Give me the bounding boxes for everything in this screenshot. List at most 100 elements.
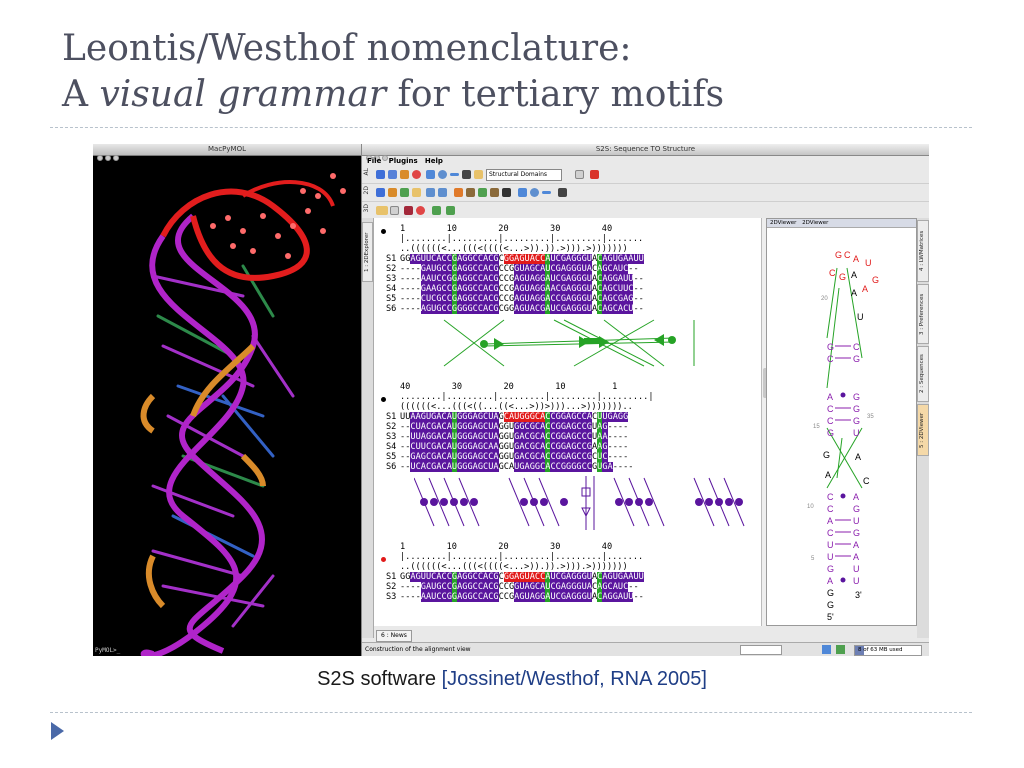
tool-box-icon[interactable] [466,188,475,197]
zoom-in-icon[interactable] [438,170,447,179]
svg-text:A: A [853,540,859,550]
gear-icon[interactable] [478,188,487,197]
tool-box2-icon[interactable] [490,188,499,197]
tool-brush-icon[interactable] [388,188,397,197]
add-icon[interactable] [426,170,435,179]
refresh-icon[interactable] [438,188,447,197]
block-bullet-active [381,557,386,562]
move-icon[interactable] [822,645,831,654]
svg-text:G: G [827,588,834,598]
menu-help[interactable]: Help [424,157,443,165]
remove-icon[interactable] [450,173,459,176]
sequence-string: ----GAUGCCGAGGCCACGCCGGUAGCAUCGAGGGUACAG… [400,582,639,592]
tool-brush-icon[interactable] [400,170,409,179]
caption-reference: [Jossinet/Westhof, RNA 2005] [441,668,707,690]
tab-2dviewer[interactable]: 5 : 2DViewer [917,404,929,456]
tool-folder-icon[interactable] [474,170,483,179]
chevron-down-icon[interactable] [390,206,399,215]
tab-2dexplorer[interactable]: 1 : 2DExplorer [362,222,373,282]
svg-text:G: G [853,416,860,426]
sequence-string: --CUACGACAUGGGAGCUAGGUGGCGCACCGGAGCCGUAG… [400,422,629,432]
pymol-window[interactable]: MacPyMOL [93,144,361,656]
svg-text:U: U [853,516,860,526]
chevron-down-icon[interactable] [575,170,584,179]
link-icon[interactable] [836,645,845,654]
close-icon[interactable] [366,155,372,161]
tool-dots-icon[interactable] [502,188,511,197]
next-slide-icon[interactable] [51,722,64,740]
link2-icon[interactable] [446,206,455,215]
s2s-titlebar[interactable]: S2S: Sequence TO Structure [362,144,929,161]
svg-text:A: A [851,270,857,280]
menu-file[interactable]: File [367,157,382,165]
ruler-numbers: 40 30 20 10 1 [400,382,618,392]
svg-text:G: G [823,450,830,460]
sequence-label: S6 [386,462,397,472]
svg-text:U: U [857,312,864,322]
stop-icon[interactable] [416,206,425,215]
minimize-icon[interactable] [374,155,380,161]
tool-a2-icon[interactable] [388,170,397,179]
plugin-icon[interactable] [590,170,599,179]
position-label: 10 [807,504,814,510]
toolbar-3d-label: 3D [363,204,370,213]
window-controls[interactable] [366,146,390,165]
link-icon[interactable] [432,206,441,215]
tool-a-icon[interactable] [376,170,385,179]
svg-text:G: G [827,428,834,438]
memory-meter[interactable]: 8 of 63 MB used [854,645,922,656]
tool-select-icon[interactable] [376,206,388,215]
move-icon[interactable] [376,188,385,197]
tool-pen-icon[interactable] [404,206,413,215]
add-icon[interactable] [518,188,527,197]
title-italic-phrase: visual grammar [99,74,387,115]
pymol-titlebar[interactable]: MacPyMOL [93,144,361,161]
viewer-tab[interactable]: 2DViewer [770,220,797,226]
tertiary-interaction-diagram [443,319,695,367]
sequence-string: GGAGUUCACCGAGGCCACGCGGAGUACCAUCGAGGGUACA… [400,254,644,264]
zoom-icon[interactable] [382,155,388,161]
alignment-view[interactable]: 1 10 20 30 40 |........|.........|......… [374,218,762,626]
minimize-icon[interactable] [105,155,111,161]
camera-icon[interactable] [558,188,567,197]
sequence-label: S2 [386,422,397,432]
stop-icon[interactable] [412,170,421,179]
tab-sequences[interactable]: 2 : Sequences [917,346,929,402]
camera-icon[interactable] [462,170,471,179]
sequence-string: ----AGUGCCGGGGCCACGCGGAGUACGAUCGAGGGUACA… [400,304,644,314]
sequence-string: GGAGUUCACCGAGGCCACGCGGAGUACCAUCGAGGGUACA… [400,572,644,582]
structural-domains-select[interactable]: Structural Domains [486,169,563,181]
tab-preferences[interactable]: 3 : Preferences [917,284,929,344]
title-line-1: Leontis/Westhof nomenclature: [62,28,632,69]
remove-icon[interactable] [542,191,551,194]
sequence-label: S3 [386,274,397,284]
sequence-label: S3 [386,432,397,442]
sun-icon[interactable] [454,188,463,197]
zoom-icon[interactable] [113,155,119,161]
block-bullet [381,229,386,234]
rna-3d-structure-view[interactable] [93,156,361,656]
svg-text:G: G [827,564,834,574]
title-line-2-start: A [62,74,100,115]
rotate-icon[interactable] [400,188,409,197]
menu-plugins[interactable]: Plugins [388,157,418,165]
zoom-in-icon[interactable] [530,188,539,197]
memory-fill [855,646,864,655]
viewer-tab[interactable]: 2DViewer [802,220,829,226]
pymol-prompt[interactable]: PyMOL>_ [95,647,121,654]
position-label: 20 [821,296,828,302]
sequence-row: S3 ----AAUCCGGAGGCCACGCCGAGUAGGAUCGAGGGUA… [374,592,644,602]
svg-text:A: A [855,452,861,462]
position-label: 15 [813,424,820,430]
close-icon[interactable] [97,155,103,161]
tab-lwmatrices[interactable]: 4 : LWMatrices [917,220,929,282]
tool-pencil-icon[interactable] [412,188,421,197]
svg-text:G: G [827,342,834,352]
fit-icon[interactable] [426,188,435,197]
tab-news[interactable]: 6 : News [376,630,412,642]
svg-text:G: G [839,272,846,282]
window-controls[interactable] [97,146,121,165]
s2s-window[interactable]: S2S: Sequence TO Structure File Plugins … [361,144,929,656]
